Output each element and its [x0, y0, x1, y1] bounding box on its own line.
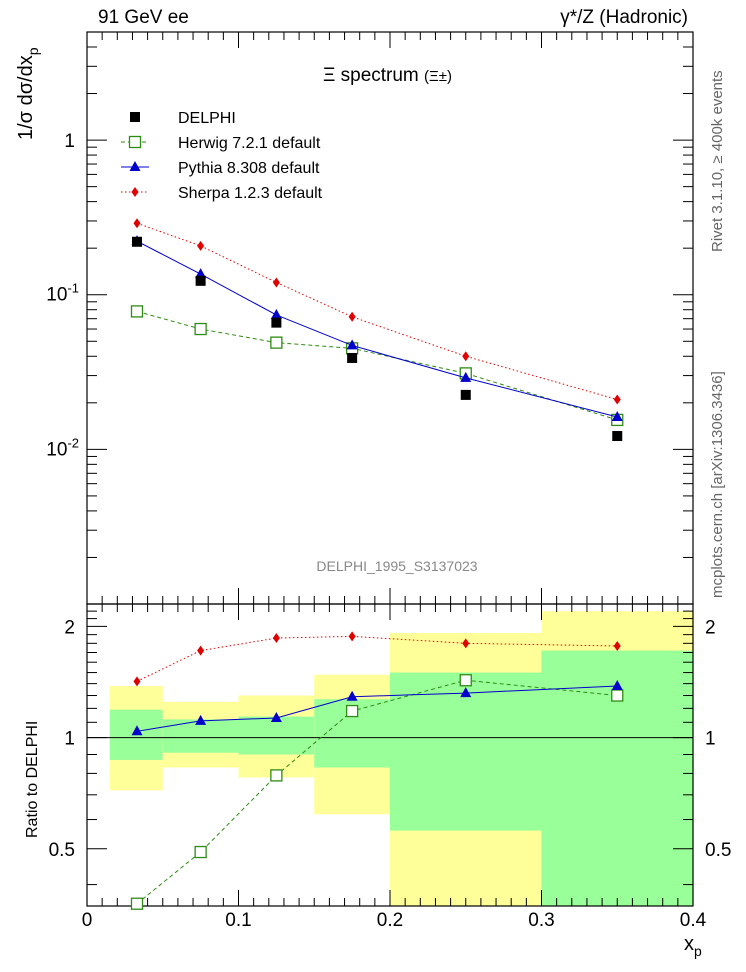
data-point-delphi: [460, 389, 471, 400]
ratio-point-herwig: [194, 845, 207, 859]
x-tick-label: 0.2: [377, 910, 403, 931]
ratio-point-sherpa: [133, 676, 141, 687]
point-pythia: [270, 308, 282, 319]
ratio-tick-label-right: 0.5: [705, 840, 731, 861]
point-herwig: [270, 336, 283, 349]
chart-title: Ξ spectrum (Ξ±): [323, 65, 452, 86]
y-tick-label: 1: [64, 131, 75, 152]
x-tick-label: 0: [82, 910, 93, 931]
ratio-point-pythia: [270, 711, 282, 722]
series-line-pythia: [136, 240, 618, 418]
y-axis-label: 1/σ dσ/dxp: [15, 47, 41, 140]
data-point-delphi: [131, 236, 142, 247]
y-tick-label: 10-1: [46, 281, 79, 306]
ratio-band-inner-4: [390, 672, 542, 831]
data-point-delphi: [612, 431, 623, 442]
x-tick-label: 0.1: [225, 910, 251, 931]
ratio-point-pythia: [611, 679, 623, 690]
point-pythia: [195, 268, 207, 279]
legend-marker: [130, 112, 140, 122]
x-tick-label: 0.3: [528, 910, 554, 931]
series-line-herwig: [136, 310, 618, 421]
x-tick-label: 0.4: [680, 910, 707, 931]
ratio-tick-label-left: 2: [64, 617, 75, 638]
ratio-tick-label-right: 2: [705, 617, 716, 638]
ratio-point-herwig: [459, 674, 472, 687]
legend-label: DELPHI: [178, 110, 236, 127]
y-tick-label: 10-2: [46, 435, 79, 460]
ratio-tick-label-left: 1: [64, 729, 75, 750]
ratio-point-herwig: [345, 704, 359, 718]
legend-marker: [129, 161, 141, 171]
legend-marker: [131, 187, 139, 197]
legend-label: Sherpa 1.2.3 default: [178, 185, 323, 202]
legend-marker: [128, 135, 142, 149]
header-left: 91 GeV ee: [98, 7, 189, 28]
ratio-tick-label-right: 1: [705, 729, 716, 750]
point-herwig: [130, 305, 144, 318]
point-pythia: [611, 410, 623, 421]
ratio-point-sherpa: [348, 631, 356, 642]
ratio-point-pythia: [195, 714, 207, 725]
point-sherpa: [613, 394, 621, 405]
point-pythia: [460, 371, 472, 382]
point-sherpa: [197, 240, 205, 251]
data-point-delphi: [195, 275, 206, 286]
ratio-point-herwig: [130, 897, 144, 910]
ratio-point-herwig: [611, 689, 624, 702]
ratio-band-inner-2: [238, 716, 315, 755]
x-axis-label: xp: [684, 933, 702, 959]
legend-label: Herwig 7.2.1 default: [178, 135, 321, 152]
ratio-point-pythia: [131, 725, 143, 736]
point-sherpa: [133, 218, 141, 229]
header-right: γ*/Z (Hadronic): [560, 7, 688, 28]
analysis-watermark: DELPHI_1995_S3137023: [316, 558, 477, 574]
ratio-point-pythia: [460, 687, 472, 698]
point-sherpa: [272, 277, 280, 288]
point-herwig: [194, 322, 207, 336]
data-point-delphi: [347, 352, 358, 363]
y-axis-label-text: 1/σ dσ/dxp: [15, 47, 41, 140]
ratio-point-pythia: [346, 690, 358, 701]
point-sherpa: [348, 311, 356, 322]
legend-label: Pythia 8.308 default: [178, 160, 320, 177]
series-line-sherpa: [136, 222, 618, 401]
ratio-point-sherpa: [197, 645, 205, 656]
ratio-point-herwig: [270, 769, 283, 782]
ratio-point-sherpa: [462, 638, 470, 649]
ratio-point-sherpa: [613, 641, 621, 652]
ratio-tick-label-left: 0.5: [49, 840, 75, 861]
point-sherpa: [462, 351, 470, 362]
point-pythia: [346, 339, 358, 350]
data-point-delphi: [271, 317, 282, 328]
ratio-point-sherpa: [272, 633, 280, 644]
